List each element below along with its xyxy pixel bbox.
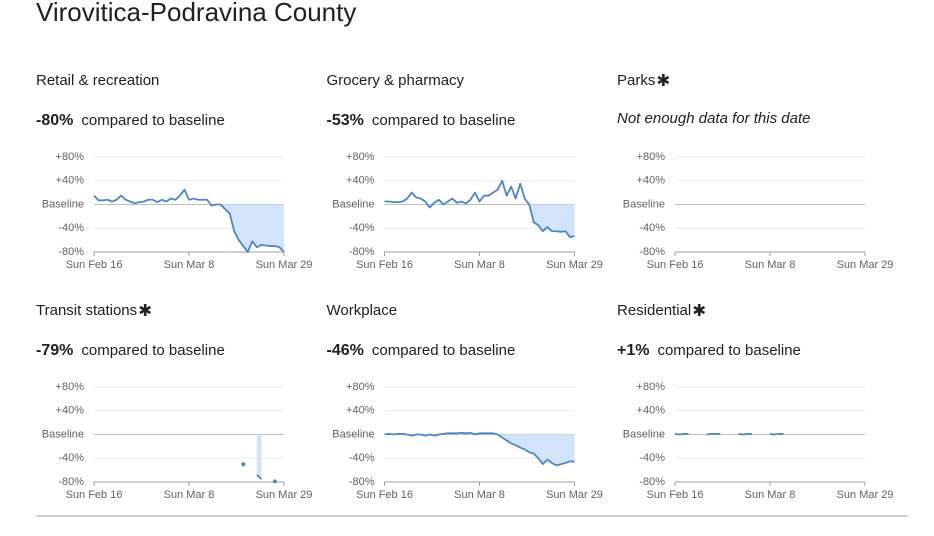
y-tick-label: -80% bbox=[58, 246, 84, 258]
x-tick-label: Sun Feb 16 bbox=[647, 259, 704, 271]
trend-line bbox=[93, 188, 285, 253]
headline-text: compared to baseline bbox=[372, 342, 515, 359]
note-icon-stroke bbox=[693, 305, 706, 315]
y-tick-label: Baseline bbox=[42, 428, 84, 440]
panel-title: Transit stations bbox=[36, 302, 137, 319]
panel-title: Residential bbox=[617, 302, 691, 319]
x-tick-label: Sun Mar 8 bbox=[745, 489, 796, 501]
trend-line bbox=[674, 433, 689, 436]
panel-title: Parks bbox=[617, 72, 655, 89]
below-baseline-area bbox=[256, 434, 262, 480]
x-tick-label: Sun Feb 16 bbox=[66, 489, 123, 501]
headline-value: -46% bbox=[327, 342, 364, 359]
headline-value: -80% bbox=[36, 112, 73, 129]
headline-value: -79% bbox=[36, 342, 73, 359]
y-tick-label: +40% bbox=[637, 405, 666, 417]
y-tick-label: -80% bbox=[58, 476, 84, 488]
y-tick-label: +80% bbox=[637, 151, 666, 163]
x-tick-label: Sun Feb 16 bbox=[66, 259, 123, 271]
panel-title: Retail & recreation bbox=[36, 72, 159, 89]
y-tick-label: +40% bbox=[56, 405, 85, 417]
x-tick-label: Sun Mar 29 bbox=[256, 489, 313, 501]
panel-title: Workplace bbox=[327, 302, 398, 319]
panel-title: Grocery & pharmacy bbox=[327, 72, 465, 89]
below-baseline-area bbox=[94, 204, 284, 252]
trend-line bbox=[738, 433, 752, 436]
data-point bbox=[272, 479, 277, 484]
y-tick-label: -80% bbox=[639, 246, 665, 258]
note-icon bbox=[693, 304, 706, 316]
x-tick-label: Sun Mar 8 bbox=[745, 259, 796, 271]
x-tick-label: Sun Mar 8 bbox=[164, 489, 215, 501]
y-tick-label: Baseline bbox=[623, 198, 665, 210]
y-tick-label: +40% bbox=[346, 405, 375, 417]
y-tick-label: Baseline bbox=[623, 428, 665, 440]
x-tick-label: Sun Mar 8 bbox=[454, 489, 505, 501]
y-tick-label: -40% bbox=[349, 452, 375, 464]
y-tick-label: +80% bbox=[346, 151, 375, 163]
x-tick-label: Sun Mar 29 bbox=[546, 259, 603, 271]
y-tick-label: -40% bbox=[639, 222, 665, 234]
headline-text: compared to baseline bbox=[657, 342, 800, 359]
y-tick-label: -80% bbox=[349, 246, 375, 258]
x-tick-label: Sun Feb 16 bbox=[356, 259, 413, 271]
y-tick-label: -80% bbox=[639, 476, 665, 488]
y-tick-label: +40% bbox=[56, 175, 85, 187]
y-tick-label: +80% bbox=[346, 381, 375, 393]
headline-text: compared to baseline bbox=[81, 342, 224, 359]
trend-line bbox=[769, 433, 784, 436]
y-tick-label: Baseline bbox=[42, 198, 84, 210]
x-tick-label: Sun Mar 29 bbox=[837, 489, 894, 501]
headline-text: compared to baseline bbox=[372, 112, 515, 129]
no-data-note: Not enough data for this date bbox=[617, 110, 810, 127]
y-tick-label: +40% bbox=[637, 175, 666, 187]
note-icon bbox=[657, 74, 670, 86]
page-title: Virovitica-Podravina County bbox=[36, 0, 356, 27]
trend-line bbox=[706, 433, 721, 436]
below-baseline-area bbox=[384, 204, 575, 238]
x-tick-label: Sun Feb 16 bbox=[647, 489, 704, 501]
trend-line bbox=[384, 431, 575, 467]
x-tick-label: Sun Mar 29 bbox=[837, 259, 894, 271]
trend-line bbox=[384, 179, 575, 239]
y-tick-label: +80% bbox=[637, 381, 666, 393]
headline-text: compared to baseline bbox=[81, 112, 224, 129]
below-baseline-area bbox=[384, 434, 575, 466]
y-tick-label: -80% bbox=[349, 476, 375, 488]
y-tick-label: Baseline bbox=[332, 428, 374, 440]
x-tick-label: Sun Mar 29 bbox=[256, 259, 313, 271]
y-tick-label: -40% bbox=[349, 222, 375, 234]
headline-value: -53% bbox=[327, 112, 364, 129]
x-tick-label: Sun Feb 16 bbox=[356, 489, 413, 501]
y-tick-label: -40% bbox=[639, 452, 665, 464]
y-tick-label: -40% bbox=[58, 452, 84, 464]
note-icon-stroke bbox=[657, 75, 670, 85]
y-tick-label: Baseline bbox=[332, 198, 374, 210]
x-tick-label: Sun Mar 29 bbox=[546, 489, 603, 501]
y-tick-label: +80% bbox=[56, 381, 85, 393]
note-icon-stroke bbox=[139, 305, 152, 315]
x-tick-label: Sun Mar 8 bbox=[164, 259, 215, 271]
y-tick-label: -40% bbox=[58, 222, 84, 234]
x-tick-label: Sun Mar 8 bbox=[454, 259, 505, 271]
note-icon bbox=[139, 304, 152, 316]
headline-value: +1% bbox=[617, 342, 649, 359]
data-point bbox=[241, 462, 246, 467]
trend-line bbox=[256, 474, 262, 480]
y-tick-label: +80% bbox=[56, 151, 85, 163]
y-tick-label: +40% bbox=[346, 175, 375, 187]
